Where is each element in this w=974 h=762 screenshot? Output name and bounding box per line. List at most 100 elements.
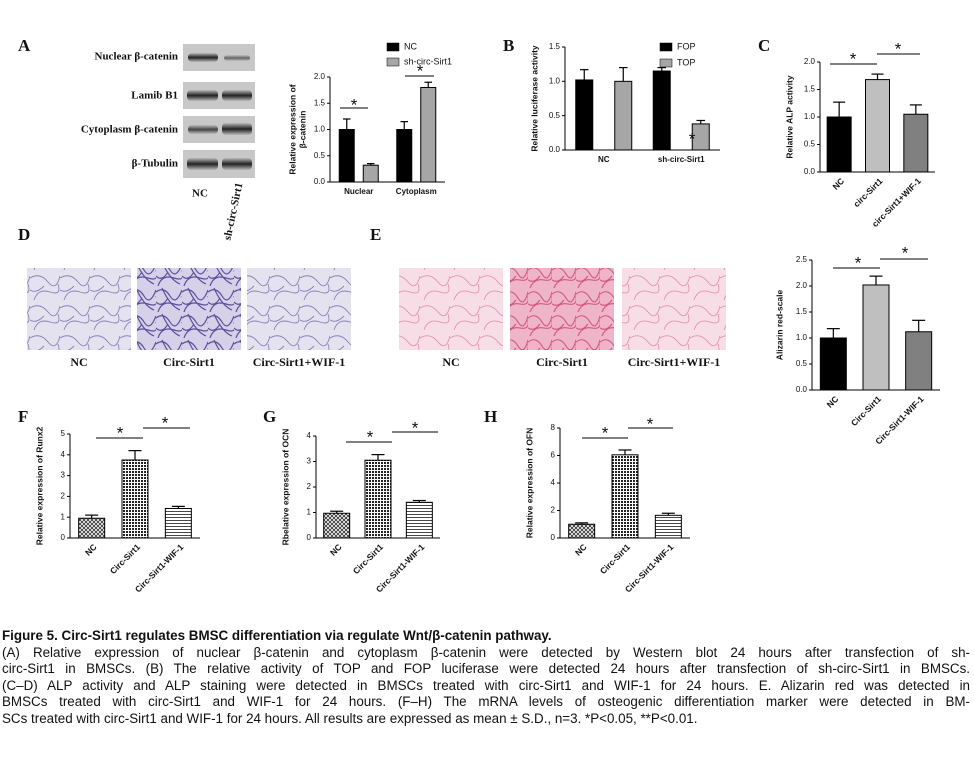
y-tick-label: 1 <box>61 512 66 521</box>
annotation: * <box>895 39 902 58</box>
caption: Figure 5. Circ-Sirt1 regulates BMSC diff… <box>2 628 970 728</box>
legend-label: NC <box>404 41 417 51</box>
staining-images <box>27 268 726 350</box>
annotation: * <box>602 423 609 442</box>
image-label: Circ-Sirt1+WIF-1 <box>253 355 346 369</box>
bar <box>575 79 594 151</box>
blot-label: Nuclear β-catenin <box>95 51 179 63</box>
caption-line: (A) Relative expression of nuclear β-cat… <box>2 644 970 660</box>
bar <box>905 331 933 391</box>
y-tick-label: 0.5 <box>549 111 561 120</box>
x-tick-label: Nuclear <box>344 187 373 196</box>
legend-swatch <box>659 42 673 52</box>
bar <box>652 70 671 151</box>
panel-label: E <box>370 225 381 244</box>
y-tick-label: 2.5 <box>796 255 808 264</box>
bar <box>338 129 355 183</box>
x-tick-label: Circ-Sirt1 <box>849 394 883 428</box>
panel-label: G <box>263 407 276 426</box>
image-label: NC <box>442 355 459 369</box>
y-tick-label: 0 <box>551 533 556 542</box>
y-tick-label: 1.5 <box>314 98 326 107</box>
y-tick-label: 4 <box>307 431 312 440</box>
y-tick-label: 2 <box>61 492 66 501</box>
y-axis-label: Relative ALP activity <box>784 75 794 158</box>
blot-image <box>183 44 255 178</box>
bar <box>568 523 596 539</box>
x-tick-label: NC <box>328 542 344 558</box>
legend-swatch <box>386 42 400 52</box>
y-tick-label: 0.0 <box>804 167 816 176</box>
y-tick-label: 1.0 <box>549 76 561 85</box>
y-axis-label: Rbelative expression of OCN <box>280 429 290 546</box>
caption-line: SCs treated with circ-Sirt1 and WIF-1 fo… <box>2 710 698 726</box>
bar <box>865 79 890 173</box>
y-tick-label: 1.5 <box>796 307 808 316</box>
image-label: NC <box>70 355 87 369</box>
y-axis-label: Relative luciferase activity <box>529 45 539 152</box>
panel-label: B <box>503 36 514 55</box>
bar <box>903 113 929 173</box>
y-tick-label: 1.5 <box>804 85 816 94</box>
x-tick-label: Circ-Sirt1 <box>108 542 142 576</box>
y-tick-label: 0.5 <box>804 140 816 149</box>
panel-label: H <box>484 407 497 426</box>
y-tick-label: 0 <box>307 533 312 542</box>
annotation: * <box>417 61 424 80</box>
image-label: Circ-Sirt1+WIF-1 <box>628 355 721 369</box>
y-axis-label: Alizarin red-scale <box>774 290 784 361</box>
bar <box>691 123 710 151</box>
y-tick-label: 0.0 <box>796 385 808 394</box>
bar <box>396 129 413 183</box>
blot-label: β-Tubulin <box>132 158 178 170</box>
bar <box>420 87 437 183</box>
y-tick-label: 2.0 <box>804 57 816 66</box>
x-tick-label: NC <box>598 155 610 164</box>
y-tick-label: 2 <box>551 506 556 515</box>
y-axis-label: Relative expression of OFN <box>524 428 534 539</box>
caption-line: BMSCs treated with circ-Sirt1 and WIF-1 … <box>2 694 970 710</box>
x-tick-label: Circ-Sirt1 <box>351 542 385 576</box>
image-label: Circ-Sirt1 <box>536 355 588 369</box>
panel-label: A <box>18 36 31 55</box>
y-tick-label: 5 <box>61 429 66 438</box>
legend-label: TOP <box>677 57 695 67</box>
x-tick-label: Cytoplasm <box>396 187 437 196</box>
caption-title: Figure 5. Circ-Sirt1 regulates BMSC diff… <box>2 628 552 643</box>
annotation: * <box>850 49 857 68</box>
x-tick-label: circ-Sirt1 <box>851 176 884 209</box>
x-tick-label: sh-circ-Sirt1 <box>658 155 705 164</box>
y-tick-label: 1 <box>307 508 312 517</box>
y-tick-label: 3 <box>61 471 66 480</box>
bar <box>819 337 847 391</box>
y-tick-label: 0.0 <box>549 145 561 154</box>
x-tick-label: NC <box>830 176 846 192</box>
annotation: * <box>689 129 696 148</box>
y-axis-label: Relative expression of Runx2 <box>34 426 44 545</box>
x-tick-label: NC <box>83 542 99 558</box>
x-tick-label: NC <box>573 542 589 558</box>
annotation: * <box>855 253 862 272</box>
blot-label: Cytoplasm β-catenin <box>81 124 178 136</box>
image-label: Circ-Sirt1 <box>163 355 215 369</box>
annotation: * <box>162 413 169 432</box>
x-tick-label: Circ-Sirt1 <box>598 542 632 576</box>
panel-label: F <box>18 407 28 426</box>
y-tick-label: 1.5 <box>549 42 561 51</box>
annotation: * <box>117 423 124 442</box>
bar <box>364 459 392 539</box>
bar <box>164 507 192 539</box>
bar <box>362 164 379 183</box>
annotation: * <box>367 427 374 446</box>
bar <box>323 512 351 539</box>
bar <box>611 454 639 539</box>
y-tick-label: 6 <box>551 451 556 460</box>
y-tick-label: 2.0 <box>796 281 808 290</box>
y-tick-label: 8 <box>551 423 556 432</box>
caption-line: circ-Sirt1 in BMSCs. (B) The relative ac… <box>2 661 970 677</box>
bar <box>654 514 682 539</box>
y-tick-label: 4 <box>551 478 556 487</box>
y-tick-label: 4 <box>61 450 66 459</box>
y-axis-label: β-catenin <box>297 111 307 149</box>
x-tick-label: NC <box>825 394 841 410</box>
